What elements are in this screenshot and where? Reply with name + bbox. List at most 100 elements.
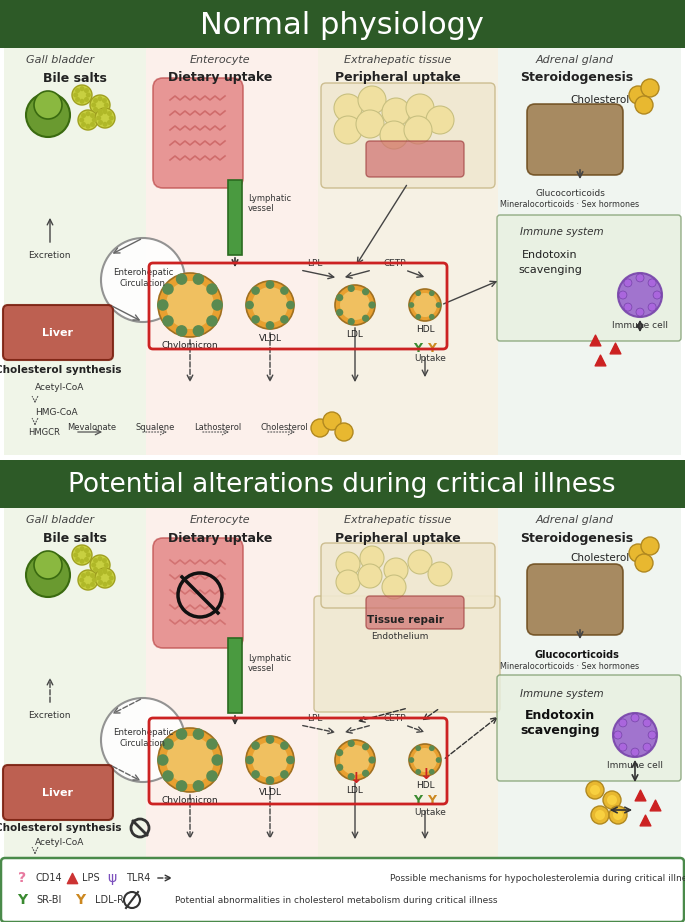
Text: CETP: CETP [384,258,406,267]
Text: Normal physiology: Normal physiology [200,10,484,40]
Circle shape [102,567,107,572]
Circle shape [212,300,223,311]
Circle shape [436,757,441,762]
Circle shape [98,580,103,585]
Circle shape [86,92,91,98]
Circle shape [157,300,169,311]
Text: Uptake: Uptake [414,808,446,817]
Circle shape [340,290,370,320]
Text: HDL: HDL [416,325,434,334]
Circle shape [408,302,414,308]
Circle shape [206,283,218,295]
FancyBboxPatch shape [497,215,681,341]
FancyBboxPatch shape [366,596,464,629]
Text: TLR4: TLR4 [126,873,151,883]
Text: CD14: CD14 [36,873,62,883]
Circle shape [79,117,84,123]
Text: Immune cell: Immune cell [607,761,663,770]
Circle shape [93,558,98,563]
Text: Potential alterations during critical illness: Potential alterations during critical il… [68,472,616,498]
Circle shape [280,315,289,324]
Text: Lathosterol: Lathosterol [191,870,238,880]
Circle shape [72,545,92,565]
Circle shape [192,780,204,792]
Text: Cholesterol synthesis: Cholesterol synthesis [0,365,121,375]
Bar [0,0,685,48]
Circle shape [301,867,319,885]
Circle shape [86,552,91,558]
Text: SR-BI: SR-BI [36,895,62,905]
Circle shape [103,109,108,114]
Circle shape [103,582,108,586]
Circle shape [26,93,70,137]
Circle shape [176,728,188,739]
Circle shape [619,719,627,727]
Text: vessel: vessel [248,204,275,212]
Circle shape [84,88,89,93]
Text: Y: Y [414,794,423,807]
Text: Glucocorticoids: Glucocorticoids [534,650,619,660]
Text: Adrenal gland: Adrenal gland [536,55,614,65]
Text: Bile salts: Bile salts [43,531,107,545]
Circle shape [643,743,651,751]
Circle shape [408,757,414,762]
Text: Circulation: Circulation [120,739,166,748]
Circle shape [158,728,222,792]
Circle shape [162,770,174,782]
Text: CETP: CETP [384,714,406,723]
Circle shape [409,289,441,321]
Circle shape [266,776,274,785]
Text: Circulation: Circulation [120,278,166,288]
Circle shape [613,713,657,757]
Circle shape [629,86,647,104]
Text: scavenging: scavenging [518,265,582,275]
Bar [146,48,318,455]
Text: Dietary uptake: Dietary uptake [168,72,272,85]
Circle shape [347,285,355,292]
Circle shape [98,571,103,576]
Circle shape [78,570,98,590]
Circle shape [75,557,80,561]
Circle shape [362,743,369,751]
Text: VLDL: VLDL [258,787,282,797]
Circle shape [109,575,114,581]
Circle shape [107,120,112,125]
FancyBboxPatch shape [527,564,623,635]
Circle shape [323,412,341,430]
Text: Lymphatic: Lymphatic [248,654,291,663]
Circle shape [409,744,441,776]
Circle shape [75,88,80,93]
Circle shape [162,283,174,295]
Circle shape [415,745,421,751]
Point [649,798,660,812]
Circle shape [428,562,452,586]
Circle shape [426,106,454,134]
Text: Excretion: Excretion [28,251,71,259]
Circle shape [81,113,86,118]
Circle shape [362,770,369,777]
Circle shape [86,584,90,589]
FancyBboxPatch shape [527,104,623,175]
Text: Lathosterol: Lathosterol [195,422,242,431]
Circle shape [104,102,109,108]
Text: Y: Y [17,893,27,907]
Circle shape [162,315,174,326]
Bar [318,48,498,455]
Circle shape [90,122,95,127]
Circle shape [75,548,80,553]
Circle shape [335,285,375,325]
Circle shape [103,569,108,574]
Text: Squalene: Squalene [136,870,175,880]
Circle shape [252,287,288,323]
Text: Extrahepatic tissue: Extrahepatic tissue [345,55,451,65]
Text: Potential abnormalities in cholesterol metabolism during critical illness: Potential abnormalities in cholesterol m… [175,895,497,904]
Circle shape [246,281,294,329]
Circle shape [635,96,653,114]
Text: LPL: LPL [308,714,323,723]
FancyBboxPatch shape [153,78,243,188]
Circle shape [313,860,331,878]
Circle shape [653,291,661,299]
Circle shape [162,739,174,750]
Circle shape [245,756,254,764]
Circle shape [252,742,288,778]
